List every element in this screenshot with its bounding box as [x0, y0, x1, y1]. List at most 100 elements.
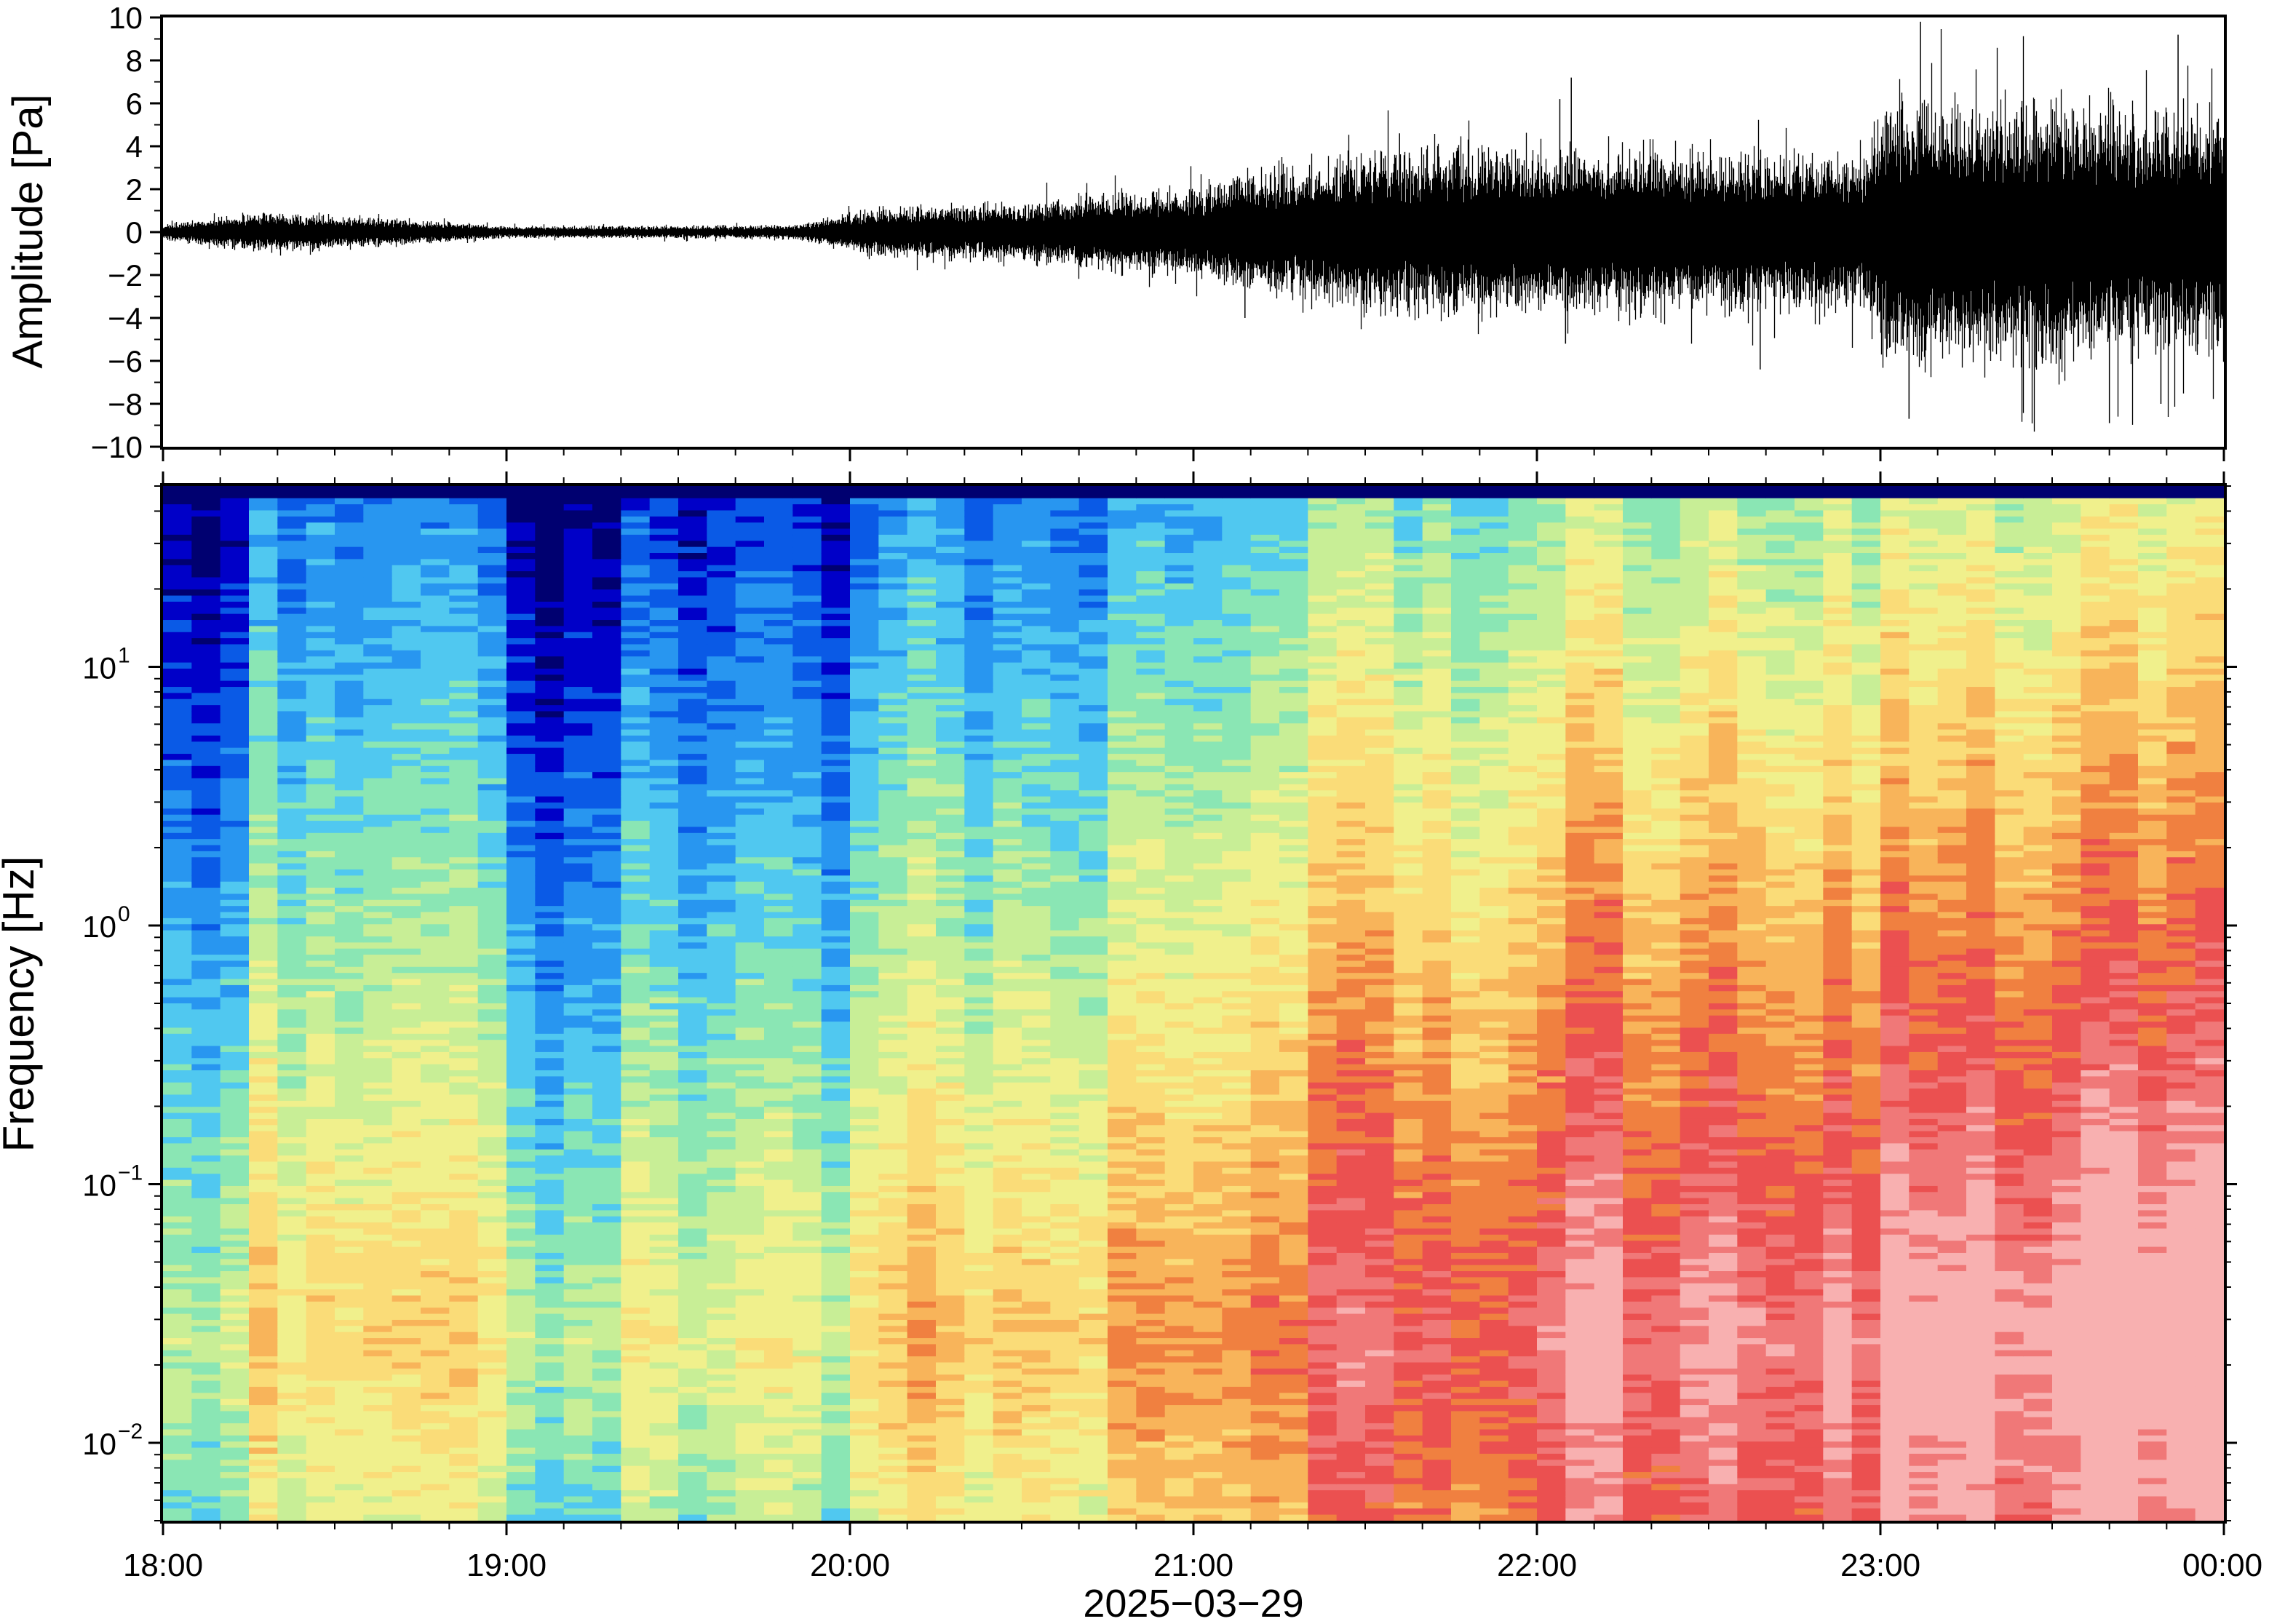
spectrogram-cell — [878, 1040, 908, 1047]
spectrogram-cell — [363, 1398, 393, 1406]
spectrogram-cell — [707, 693, 736, 700]
spectrogram-cell — [249, 693, 278, 700]
spectrogram-cell — [621, 1332, 651, 1339]
spectrogram-cell — [907, 893, 937, 901]
spectrogram-cell — [535, 1502, 565, 1509]
spectrogram-cell — [649, 1252, 679, 1259]
spectrogram-cell — [506, 1033, 536, 1040]
spectrogram-cell — [821, 1429, 851, 1436]
spectrogram-cell — [792, 1429, 822, 1436]
spectrogram-cell — [421, 1460, 450, 1467]
spectrogram-cell — [649, 589, 679, 597]
spectrogram-cell — [850, 1411, 879, 1418]
spectrogram-cell — [191, 498, 221, 505]
spectrogram-cell — [707, 1271, 736, 1278]
spectrogram-cell — [735, 632, 765, 639]
spectrogram-cell — [792, 1441, 822, 1449]
spectrogram-cell — [936, 1465, 965, 1473]
spectrogram-cell — [421, 1027, 450, 1035]
spectrogram-cell — [563, 1003, 593, 1010]
spectrogram-cell — [535, 960, 565, 968]
spectrogram-cell — [592, 765, 621, 773]
spectrogram-cell — [306, 1435, 335, 1442]
spectrogram-cell — [649, 486, 679, 493]
spectrogram-cell — [592, 1143, 621, 1150]
spectrogram-cell — [249, 984, 278, 992]
spectrogram-cell — [678, 1398, 707, 1406]
spectrogram-cell — [163, 1131, 192, 1138]
spectrogram-cell — [249, 1210, 278, 1217]
spectrogram-cell — [563, 888, 593, 895]
spectrogram-cell — [363, 1082, 393, 1089]
spectrogram-cell — [477, 796, 507, 803]
spectrogram-cell — [392, 881, 421, 888]
spectrogram-cell — [449, 984, 479, 992]
spectrogram-cell — [535, 942, 565, 950]
spectrogram-cell — [850, 948, 879, 955]
spectrogram-heatmap — [163, 486, 2225, 1521]
spectrogram-cell — [592, 888, 621, 895]
spectrogram-cell — [821, 1460, 851, 1467]
spectrogram-cell — [392, 1405, 421, 1412]
spectrogram-cell — [764, 1137, 793, 1144]
spectrogram-cell — [220, 845, 250, 852]
spectrogram-cell — [563, 1435, 593, 1442]
spectrogram-cell — [477, 735, 507, 742]
spectrogram-cell — [735, 1374, 765, 1382]
spectrogram-cell — [821, 893, 851, 901]
spectrogram-cell — [392, 1301, 421, 1308]
spectrogram-cell — [363, 1447, 393, 1454]
spectrogram-cell — [306, 1271, 335, 1278]
spectrogram-cell — [792, 1009, 822, 1016]
spectrogram-cell — [592, 1216, 621, 1223]
spectrogram-cell — [421, 1326, 450, 1333]
spectrogram-cell — [249, 778, 278, 785]
spectrogram-cell — [191, 1435, 221, 1442]
spectrogram-cell — [878, 997, 908, 1004]
spectrogram-cell — [535, 741, 565, 749]
spectrogram-cell — [792, 1228, 822, 1235]
spectrogram-cell — [563, 790, 593, 797]
spectrogram-cell — [821, 1319, 851, 1326]
spectrogram-cell — [735, 1046, 765, 1053]
spectrogram-cell — [621, 1107, 651, 1114]
spectrogram-cell — [878, 1046, 908, 1053]
spectrogram-cell — [878, 1246, 908, 1254]
spectrogram-cell — [563, 754, 593, 761]
spectrogram-cell — [449, 1508, 479, 1516]
spectrogram-cell — [821, 948, 851, 955]
spectrogram-cell — [707, 1362, 736, 1369]
spectrogram-cell — [907, 608, 937, 615]
spectrogram-cell — [335, 1265, 364, 1272]
spectrogram-cell — [535, 1453, 565, 1460]
spectrogram-cell — [907, 1118, 937, 1126]
spectrogram-cell — [936, 644, 965, 651]
spectrogram-cell — [249, 644, 278, 651]
spectrogram-cell — [535, 620, 565, 626]
spectrogram-cell — [191, 1051, 221, 1059]
spectrogram-cell — [678, 1289, 707, 1297]
spectrogram-cell — [850, 1277, 879, 1284]
spectrogram-cell — [506, 1478, 536, 1485]
spectrogram-cell — [277, 966, 307, 974]
spectrogram-cell — [306, 1313, 335, 1321]
spectrogram-cell — [563, 924, 593, 931]
spectrogram-cell — [878, 772, 908, 779]
spectrogram-cell — [678, 1174, 707, 1181]
spectrogram-cell — [220, 559, 250, 566]
spectrogram-cell — [964, 546, 994, 554]
spectrogram-cell — [621, 1265, 651, 1272]
spectrogram-cell — [249, 930, 278, 937]
spectrogram-cell — [277, 553, 307, 560]
spectrogram-cell — [678, 754, 707, 761]
spectrogram-cell — [563, 1046, 593, 1053]
spectrogram-cell — [735, 906, 765, 913]
spectrogram-cell — [735, 1301, 765, 1308]
spectrogram-cell — [163, 869, 192, 876]
spectrogram-cell — [220, 1040, 250, 1047]
spectrogram-cell — [277, 583, 307, 590]
spectrogram-cell — [792, 991, 822, 998]
spectrogram-cell — [907, 705, 937, 712]
spectrogram-cell — [964, 827, 994, 834]
spectrogram-cell — [678, 1185, 707, 1193]
